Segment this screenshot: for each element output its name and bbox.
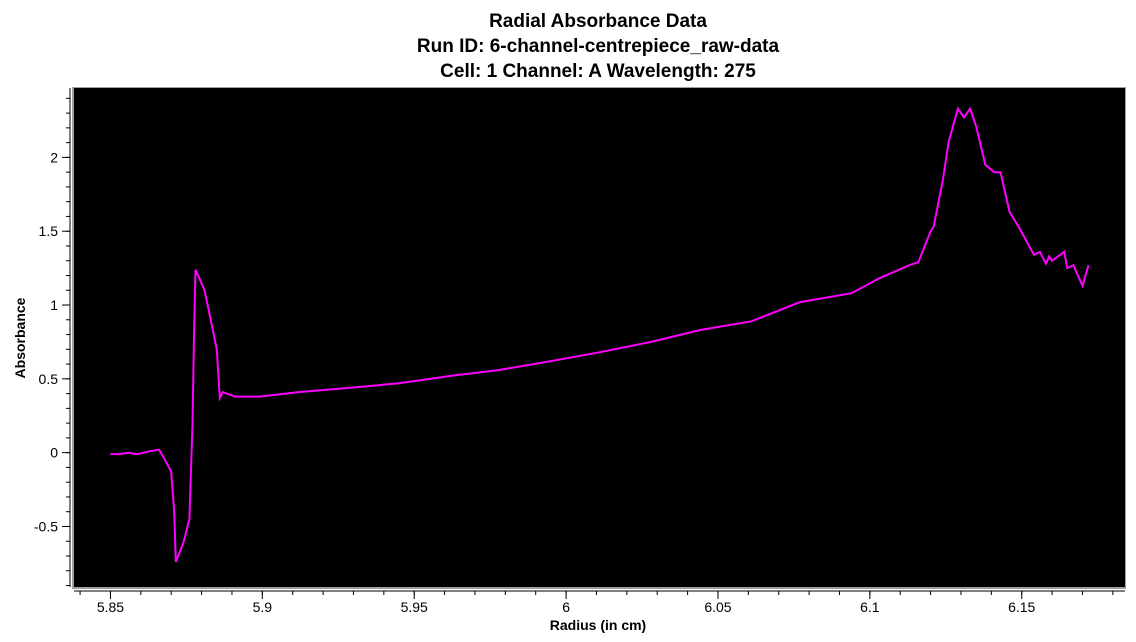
x-axis-label: Radius (in cm)	[550, 617, 646, 633]
axis-ticks: -0.5 0 0.5 1 1.5 2 5.85 5.9 5.95 6 6.05 6.1 6.15	[34, 88, 1125, 615]
y-axis-label: Absorbance	[12, 297, 28, 378]
absorbance-series-line	[110, 106, 1090, 563]
y-tick-label: 1.5	[39, 223, 59, 239]
x-tick-label: 6.1	[860, 599, 880, 615]
chart-title-line-2: Run ID: 6-channel-centrepiece_raw-data	[417, 36, 780, 57]
x-tick-label: 6.05	[704, 599, 731, 615]
x-tick-label: 5.95	[401, 599, 428, 615]
x-tick-label: 6.15	[1008, 599, 1035, 615]
chart-title-line-3: Cell: 1 Channel: A Wavelength: 275	[440, 61, 756, 82]
y-tick-label: 1	[50, 297, 58, 313]
y-tick-label: 2	[50, 149, 58, 165]
y-tick-label: -0.5	[34, 518, 58, 534]
plot-area	[74, 88, 1125, 587]
chart-title-line-1: Radial Absorbance Data	[489, 11, 707, 32]
x-tick-label: 5.9	[253, 599, 273, 615]
y-tick-label: 0.5	[39, 371, 59, 387]
x-tick-label: 6	[562, 599, 570, 615]
x-tick-label: 5.85	[97, 599, 124, 615]
y-tick-label: 0	[50, 445, 58, 461]
